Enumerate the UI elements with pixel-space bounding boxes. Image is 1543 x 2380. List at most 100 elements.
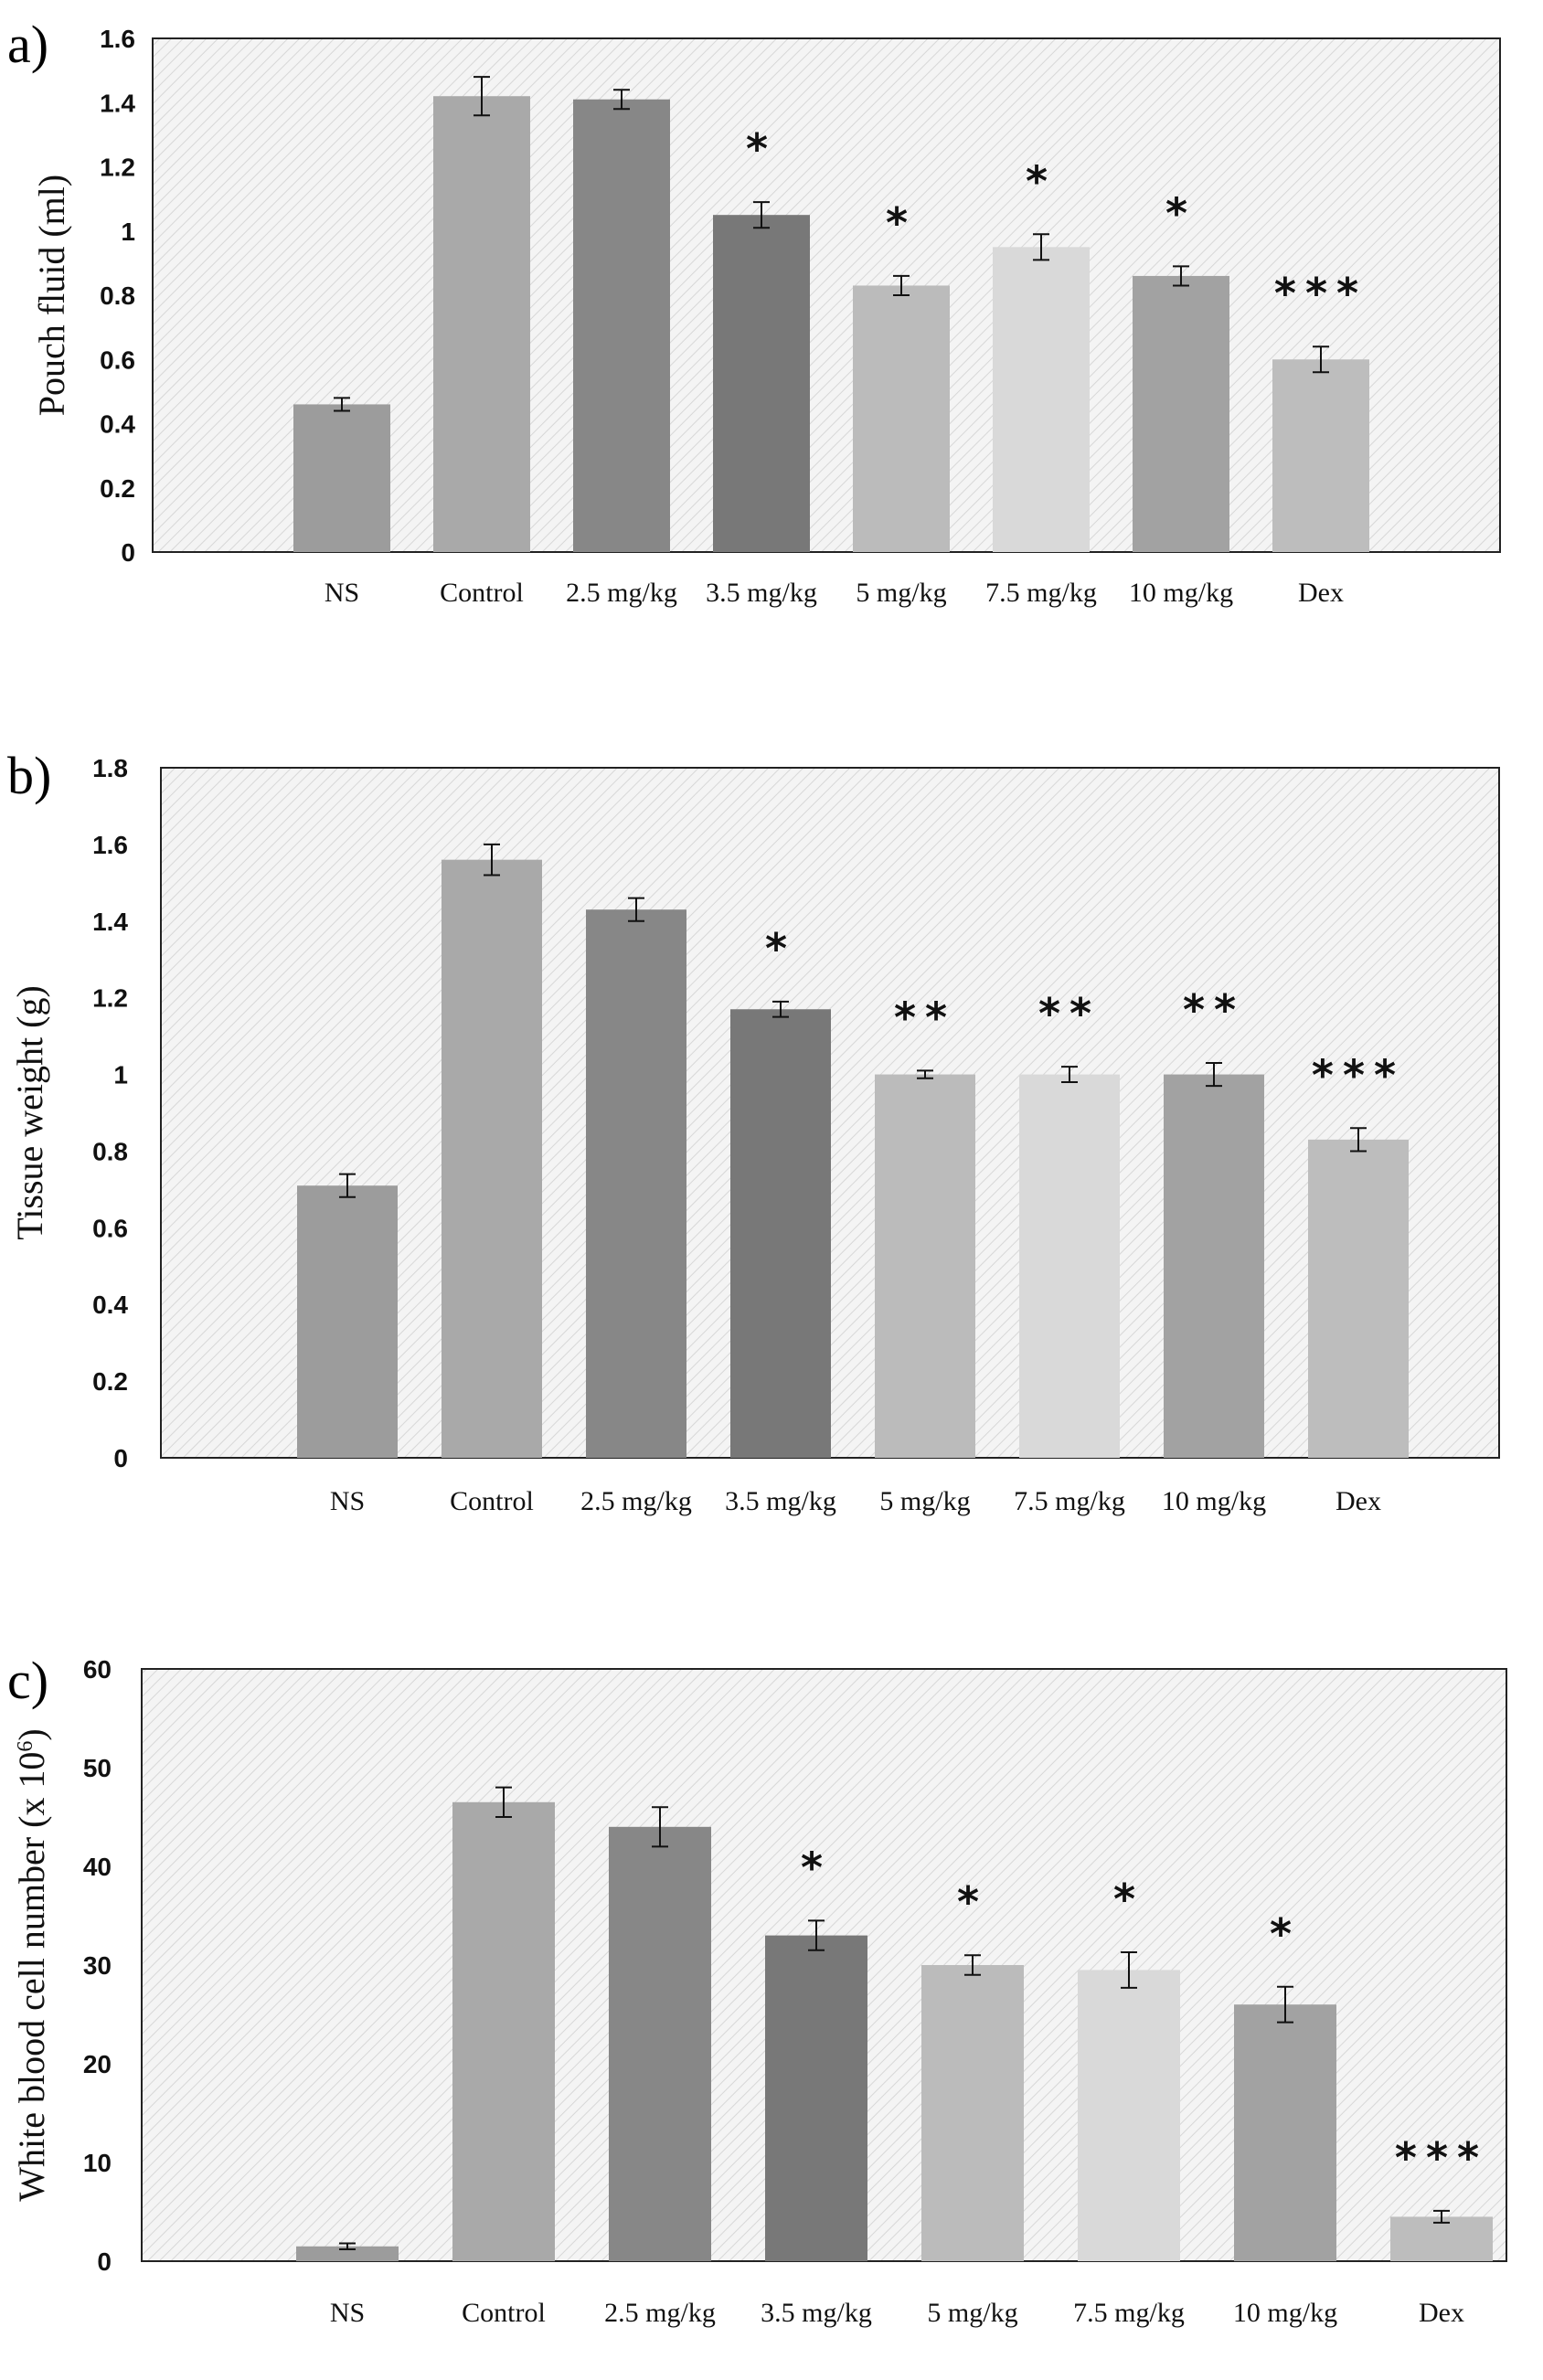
y-axis-title: Tissue weight (g) bbox=[9, 985, 50, 1240]
significance-mark: ** bbox=[894, 993, 956, 1042]
significance-mark: * bbox=[957, 1877, 988, 1927]
x-tick-label: 3.5 mg/kg bbox=[706, 578, 817, 608]
bar-2 bbox=[433, 96, 530, 552]
y-axis-title: Pouch fluid (ml) bbox=[31, 175, 72, 416]
significance-mark: ** bbox=[1038, 989, 1101, 1038]
x-tick-label: 2.5 mg/kg bbox=[566, 578, 677, 608]
x-tick-label: Dex bbox=[1335, 1486, 1381, 1516]
bar-8 bbox=[1390, 2216, 1493, 2261]
bar-8 bbox=[1272, 359, 1369, 552]
x-tick-label: 2.5 mg/kg bbox=[580, 1486, 692, 1516]
x-tick-label: Dex bbox=[1298, 578, 1344, 608]
bar-5 bbox=[921, 1965, 1024, 2261]
bar-7 bbox=[1234, 2004, 1336, 2261]
x-tick-label: 10 mg/kg bbox=[1129, 578, 1233, 608]
y-axis-title-superscript: 6 bbox=[14, 1741, 37, 1752]
x-tick-label: Control bbox=[440, 578, 524, 608]
bar-4 bbox=[730, 1009, 831, 1458]
x-tick-label: NS bbox=[330, 2298, 365, 2328]
bar-6 bbox=[993, 247, 1090, 552]
y-tick-label: 10 bbox=[83, 2149, 112, 2177]
y-tick-label: 0.4 bbox=[100, 410, 135, 439]
significance-mark: * bbox=[1165, 188, 1197, 238]
chart-panel-1: a) 0 0.2 0.4 0.6 0.8 1 1.2 1.4 1.6 Pouch fluid (ml… bbox=[7, 15, 1501, 608]
y-tick-label: 1.4 bbox=[92, 908, 128, 936]
x-tick-label: Control bbox=[450, 1486, 534, 1516]
significance-mark: * bbox=[1026, 156, 1057, 206]
y-tick-label: 1.6 bbox=[92, 831, 128, 859]
bar-3 bbox=[609, 1826, 711, 2261]
x-tick-label: 10 mg/kg bbox=[1162, 1486, 1266, 1516]
x-tick-label: 10 mg/kg bbox=[1233, 2298, 1337, 2328]
y-tick-label: 0.2 bbox=[100, 474, 135, 503]
y-tick-label: 30 bbox=[83, 1951, 112, 1980]
significance-mark: * bbox=[765, 924, 796, 973]
significance-mark: ** bbox=[1183, 985, 1245, 1035]
y-tick-label: 20 bbox=[83, 2050, 112, 2078]
x-tick-label: 7.5 mg/kg bbox=[1073, 2298, 1185, 2328]
x-tick-label: 3.5 mg/kg bbox=[725, 1486, 836, 1516]
y-tick-label: 0 bbox=[121, 538, 135, 567]
bar-5 bbox=[875, 1074, 975, 1458]
x-tick-label: 5 mg/kg bbox=[879, 1486, 970, 1516]
bar-2 bbox=[452, 1801, 555, 2261]
y-axis-title: White blood cell number (x 106) bbox=[11, 1728, 52, 2201]
y-tick-label: 1.2 bbox=[92, 984, 128, 1013]
bar-4 bbox=[713, 215, 810, 552]
bar-8 bbox=[1308, 1139, 1409, 1458]
significance-mark: * bbox=[886, 198, 917, 248]
y-tick-label: 0.2 bbox=[92, 1367, 128, 1396]
y-tick-label: 0.6 bbox=[100, 345, 135, 374]
bar-4 bbox=[765, 1935, 867, 2261]
bar-3 bbox=[586, 909, 686, 1458]
significance-mark: * bbox=[1270, 1909, 1301, 1959]
significance-mark: *** bbox=[1274, 269, 1367, 318]
bar-2 bbox=[442, 859, 542, 1458]
y-tick-label: 1.8 bbox=[92, 754, 128, 782]
y-tick-label: 1 bbox=[113, 1061, 128, 1089]
x-tick-label: Control bbox=[462, 2298, 546, 2328]
x-tick-label: 7.5 mg/kg bbox=[1014, 1486, 1125, 1516]
bar-6 bbox=[1019, 1074, 1120, 1458]
y-tick-label: 0.8 bbox=[100, 282, 135, 310]
y-tick-label: 50 bbox=[83, 1754, 112, 1782]
significance-mark: * bbox=[1113, 1875, 1144, 1924]
y-tick-label: 0.8 bbox=[92, 1137, 128, 1165]
significance-mark: * bbox=[746, 124, 777, 174]
chart-panel-3: c) 0 10 20 30 40 50 60 White blood cell number (… bbox=[7, 1651, 1507, 2328]
y-tick-label: 0.6 bbox=[92, 1214, 128, 1242]
bar-5 bbox=[853, 285, 950, 552]
y-tick-label: 60 bbox=[83, 1655, 112, 1684]
significance-mark: * bbox=[801, 1843, 832, 1892]
panel-label: c) bbox=[7, 1651, 48, 1710]
x-tick-label: 5 mg/kg bbox=[856, 578, 946, 608]
x-tick-label: 7.5 mg/kg bbox=[985, 578, 1097, 608]
y-tick-label: 1.4 bbox=[100, 89, 135, 117]
bar-1 bbox=[297, 1185, 398, 1458]
bar-6 bbox=[1078, 1970, 1180, 2261]
bar-7 bbox=[1164, 1074, 1264, 1458]
y-tick-label: 1 bbox=[121, 218, 135, 246]
y-tick-label: 0 bbox=[97, 2247, 112, 2276]
bar-3 bbox=[573, 99, 670, 553]
y-tick-label: 40 bbox=[83, 1853, 112, 1881]
y-tick-label: 0 bbox=[113, 1444, 128, 1472]
bar-7 bbox=[1133, 275, 1229, 552]
x-tick-label: NS bbox=[330, 1486, 365, 1516]
bar-1 bbox=[296, 2246, 399, 2261]
y-tick-label: 1.6 bbox=[100, 25, 135, 53]
x-tick-label: Dex bbox=[1419, 2298, 1464, 2328]
significance-mark: *** bbox=[1395, 2133, 1488, 2183]
significance-mark: *** bbox=[1312, 1050, 1405, 1100]
panel-label: b) bbox=[7, 746, 51, 805]
x-tick-label: 2.5 mg/kg bbox=[604, 2298, 716, 2328]
x-tick-label: 5 mg/kg bbox=[927, 2298, 1017, 2328]
chart-panel-2: b) 0 0.2 0.4 0.6 0.8 1 1.2 1.4 1.6 1.8 Tissue weigh… bbox=[7, 746, 1500, 1516]
bar-1 bbox=[293, 404, 390, 552]
y-tick-label: 1.2 bbox=[100, 154, 135, 182]
y-axis-title-close: ) bbox=[11, 1728, 52, 1740]
panel-label: a) bbox=[7, 15, 48, 74]
x-tick-label: NS bbox=[325, 578, 359, 608]
x-tick-label: 3.5 mg/kg bbox=[761, 2298, 872, 2328]
